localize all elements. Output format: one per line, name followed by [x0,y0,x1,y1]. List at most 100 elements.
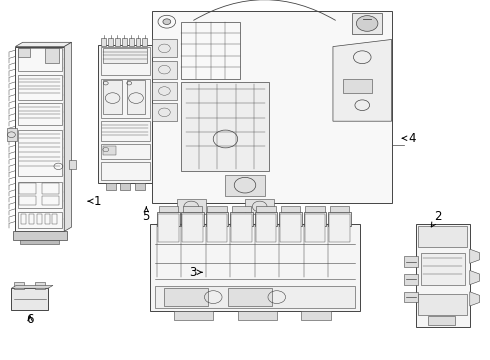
Bar [42,196,59,205]
Text: 6: 6 [26,313,34,326]
Text: 1: 1 [88,195,101,208]
Bar [238,311,277,320]
Bar [330,206,349,212]
Bar [328,212,350,226]
Bar [18,212,62,228]
Bar [256,206,276,212]
Bar [228,288,272,306]
Bar [103,146,116,155]
Bar [18,48,62,71]
Bar [152,61,176,78]
Bar [305,213,325,242]
Polygon shape [470,292,480,306]
Bar [329,213,349,242]
Bar [69,160,76,169]
Bar [103,48,147,63]
Bar [108,38,113,45]
Bar [352,13,382,34]
Bar [152,40,176,57]
Bar [18,181,62,208]
Bar [281,206,300,212]
Bar [101,78,150,118]
Bar [404,274,418,285]
Bar [182,213,203,242]
Bar [152,11,392,203]
Bar [181,212,204,226]
Bar [404,292,418,302]
Bar [207,213,227,242]
Bar [152,82,176,100]
Bar [231,213,252,242]
Bar [21,213,26,224]
Bar [115,38,120,45]
Bar [404,256,418,267]
Bar [207,206,227,212]
Circle shape [163,19,171,24]
Bar [13,231,67,240]
Bar [127,80,146,114]
Bar [421,253,465,285]
Bar [15,46,64,231]
Text: 3: 3 [189,266,202,279]
Bar [181,22,240,78]
Bar [135,183,145,190]
Bar [157,212,179,226]
Bar [418,293,467,315]
Bar [42,183,59,194]
Bar [416,224,470,327]
Polygon shape [11,285,53,288]
Bar [150,224,360,311]
Text: 2: 2 [431,210,442,227]
Bar [159,206,178,212]
Polygon shape [470,249,480,264]
Bar [255,212,277,226]
Bar [121,183,130,190]
Bar [176,199,206,213]
Bar [19,196,36,205]
Bar [101,162,150,180]
Bar [232,206,251,212]
Bar [245,199,274,213]
Bar [11,288,48,310]
Bar [158,213,178,242]
Bar [18,48,30,57]
Polygon shape [470,270,480,285]
Bar [225,175,265,196]
Bar [280,213,301,242]
Bar [256,213,276,242]
Bar [6,128,17,141]
Bar [19,183,36,194]
Bar [279,212,302,226]
Circle shape [356,15,378,31]
Bar [174,311,213,320]
Bar [103,80,122,114]
Bar [164,288,208,306]
Bar [18,130,62,176]
Bar [136,38,141,45]
Bar [101,46,150,75]
Bar [45,213,49,224]
Bar [181,82,270,171]
Bar [143,38,147,45]
Polygon shape [15,42,72,46]
Bar [183,206,202,212]
Bar [52,213,57,224]
Bar [98,45,152,183]
Bar [106,183,116,190]
Bar [35,282,45,289]
Bar [428,316,455,325]
Bar [37,213,42,224]
Bar [122,38,127,45]
Bar [129,38,134,45]
Bar [101,121,150,141]
Bar [101,144,150,158]
Bar [155,287,355,308]
Bar [18,75,62,100]
Bar [45,48,59,63]
Polygon shape [64,42,72,231]
Bar [18,103,62,125]
Bar [304,212,326,226]
Bar [152,103,176,121]
Bar [206,212,228,226]
Bar [29,213,34,224]
